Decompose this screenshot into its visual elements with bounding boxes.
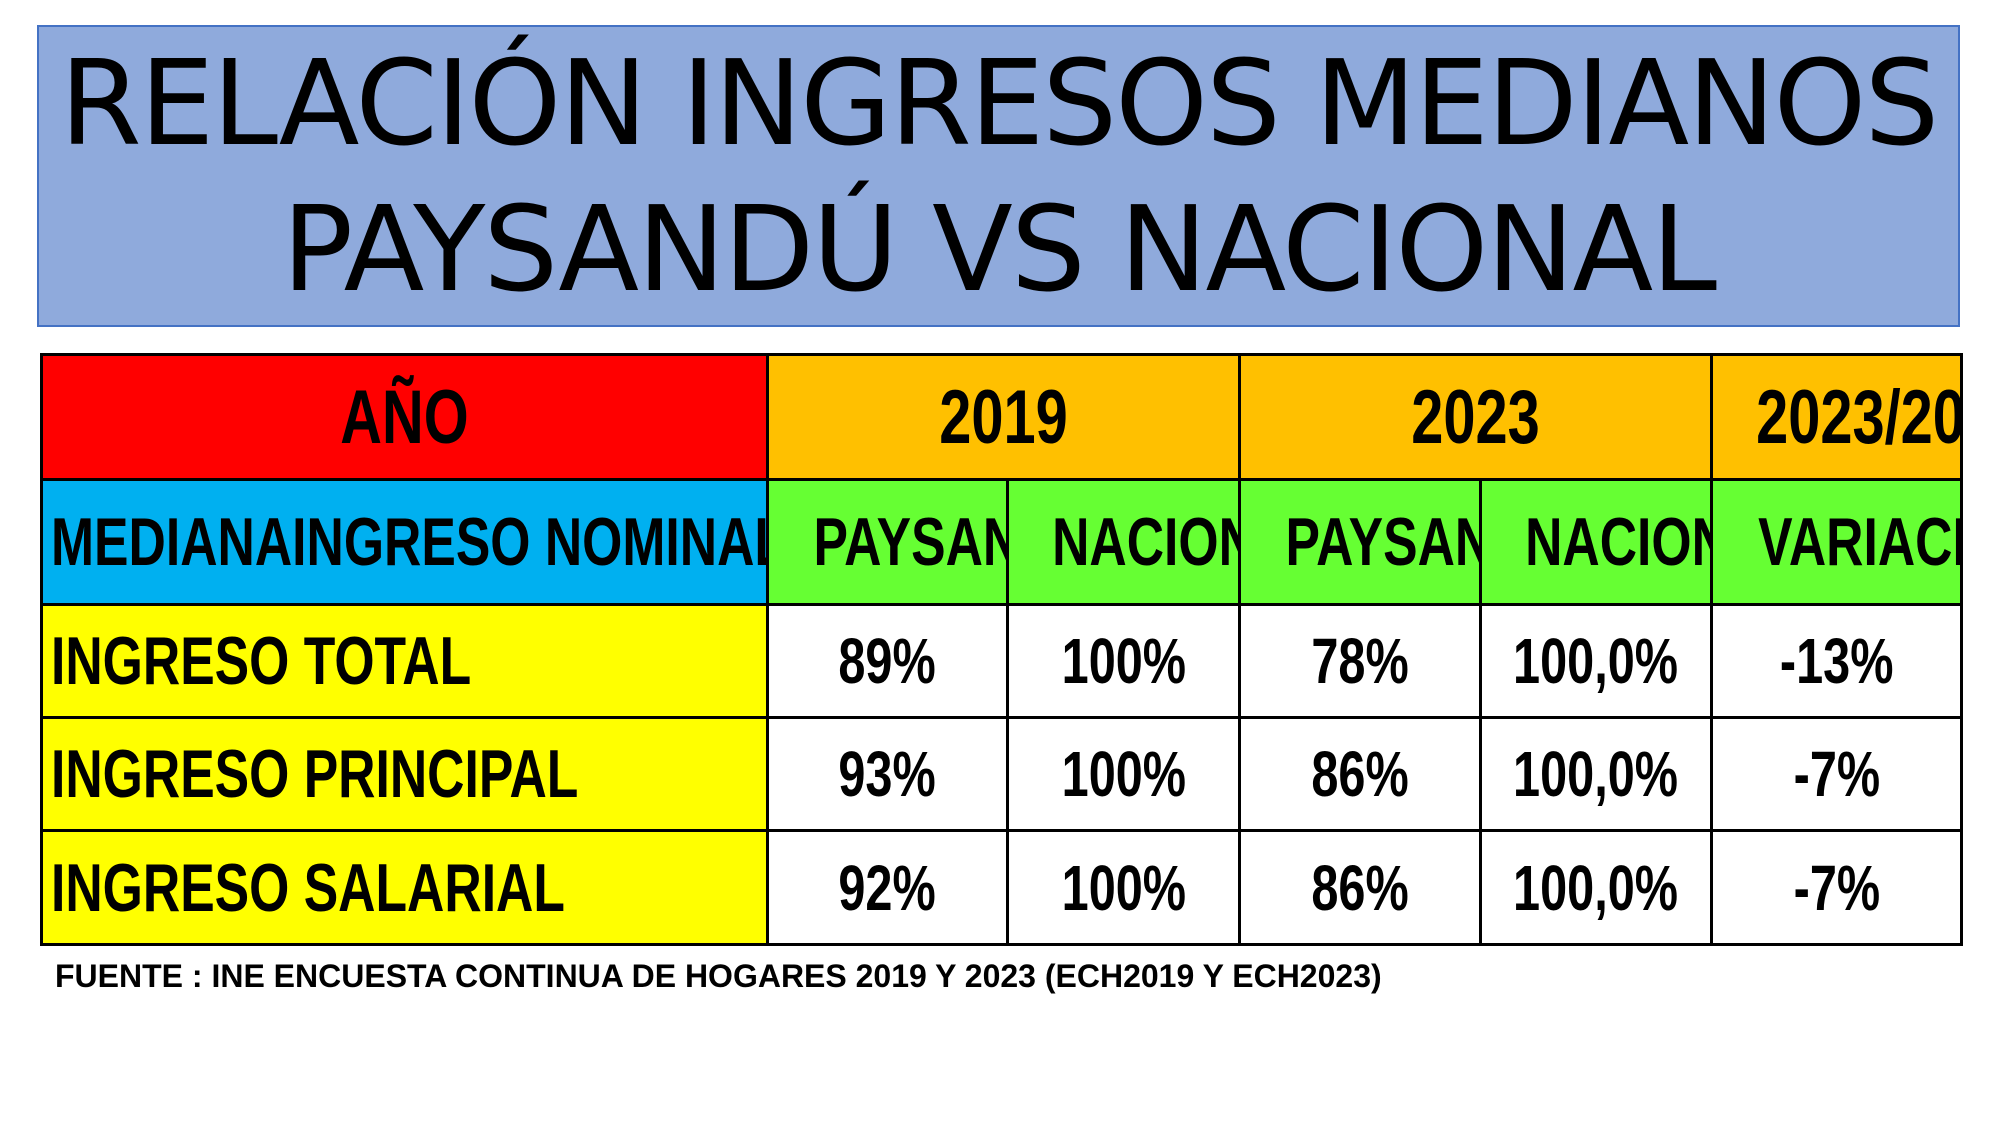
title-banner: RELACIÓN INGRESOS MEDIANOS PAYSANDÚ VS N… <box>37 25 1960 327</box>
value-cell: -7% <box>1710 716 1964 832</box>
col-label: VARIACIÓN <box>1758 504 1958 580</box>
value: 100% <box>1061 851 1186 924</box>
value: -7% <box>1793 851 1880 924</box>
value-cell: -13% <box>1710 603 1964 719</box>
table-row: INGRESO PRINCIPAL 93% 100% 86% 100,0% -7… <box>40 716 1964 832</box>
value: 92% <box>838 851 937 924</box>
table-row: INGRESO TOTAL 89% 100% 78% 100,0% -13% <box>40 603 1964 719</box>
value-cell: 100,0% <box>1479 603 1714 719</box>
value-cell: 100,0% <box>1479 716 1714 832</box>
col-nacional-2023: NACIONAL <box>1479 478 1714 606</box>
value: 100,0% <box>1513 738 1679 810</box>
source-note: FUENTE : INE ENCUESTA CONTINUA DE HOGARE… <box>55 958 1382 994</box>
col-nacional-2019: NACIONAL <box>1005 478 1242 606</box>
value-cell: 86% <box>1238 829 1483 946</box>
title-line-2: PAYSANDÚ VS NACIONAL <box>282 180 1717 318</box>
row-label: INGRESO TOTAL <box>51 623 472 699</box>
year-2023-label: 2023 <box>1411 374 1540 460</box>
value-cell: 100% <box>1005 829 1242 946</box>
col-label: PAYSANDÚ <box>1285 504 1477 580</box>
median-label-cell: MEDIANAINGRESO NOMINAL <box>40 478 769 606</box>
col-variacion: VARIACIÓN <box>1710 478 1964 606</box>
year-2023-cell: 2023 <box>1238 353 1714 481</box>
value-cell: 100,0% <box>1479 829 1714 946</box>
value-cell: 100% <box>1005 603 1242 719</box>
col-label: NACIONAL <box>1052 504 1236 580</box>
col-paysandu-2023: PAYSANDÚ <box>1238 478 1483 606</box>
value-cell: 92% <box>766 829 1009 946</box>
value-cell: 93% <box>766 716 1009 832</box>
income-table: AÑO 2019 2023 2023/2019 MEDIANAINGRESO N… <box>40 353 1964 946</box>
col-label: PAYSANDÚ <box>813 504 1004 580</box>
value: -13% <box>1779 625 1894 697</box>
value: 100% <box>1061 738 1186 810</box>
year-2019-label: 2019 <box>939 374 1068 460</box>
median-label: MEDIANAINGRESO NOMINAL <box>51 504 768 580</box>
variation-period-cell: 2023/2019 <box>1710 353 1964 481</box>
col-paysandu-2019: PAYSANDÚ <box>766 478 1009 606</box>
row-label-cell: INGRESO TOTAL <box>40 603 769 719</box>
value-cell: 78% <box>1238 603 1483 719</box>
header-row: AÑO 2019 2023 2023/2019 <box>40 353 1964 481</box>
value-cell: 86% <box>1238 716 1483 832</box>
value: 93% <box>838 738 937 810</box>
subheader-row: MEDIANAINGRESO NOMINAL PAYSANDÚ NACIONAL… <box>40 478 1964 606</box>
value: 89% <box>838 625 937 697</box>
value: 86% <box>1311 738 1409 810</box>
value: -7% <box>1793 738 1880 810</box>
year-label-cell: AÑO <box>40 353 769 481</box>
value: 86% <box>1311 851 1409 924</box>
year-label: AÑO <box>340 374 469 460</box>
value: 78% <box>1311 625 1409 697</box>
value-cell: 100% <box>1005 716 1242 832</box>
row-label-cell: INGRESO SALARIAL <box>40 829 769 946</box>
value: 100,0% <box>1513 851 1679 924</box>
value-cell: -7% <box>1710 829 1964 946</box>
row-label-cell: INGRESO PRINCIPAL <box>40 716 769 832</box>
col-label: NACIONAL <box>1525 504 1708 580</box>
variation-period-label: 2023/2019 <box>1756 374 1958 460</box>
value-cell: 89% <box>766 603 1009 719</box>
value: 100% <box>1061 625 1186 697</box>
year-2019-cell: 2019 <box>765 353 1242 481</box>
row-label: INGRESO SALARIAL <box>51 849 565 926</box>
value: 100,0% <box>1513 625 1679 697</box>
title-line-1: RELACIÓN INGRESOS MEDIANOS <box>59 34 1940 172</box>
row-label: INGRESO PRINCIPAL <box>51 736 579 812</box>
table-row: INGRESO SALARIAL 92% 100% 86% 100,0% -7% <box>40 829 1964 946</box>
